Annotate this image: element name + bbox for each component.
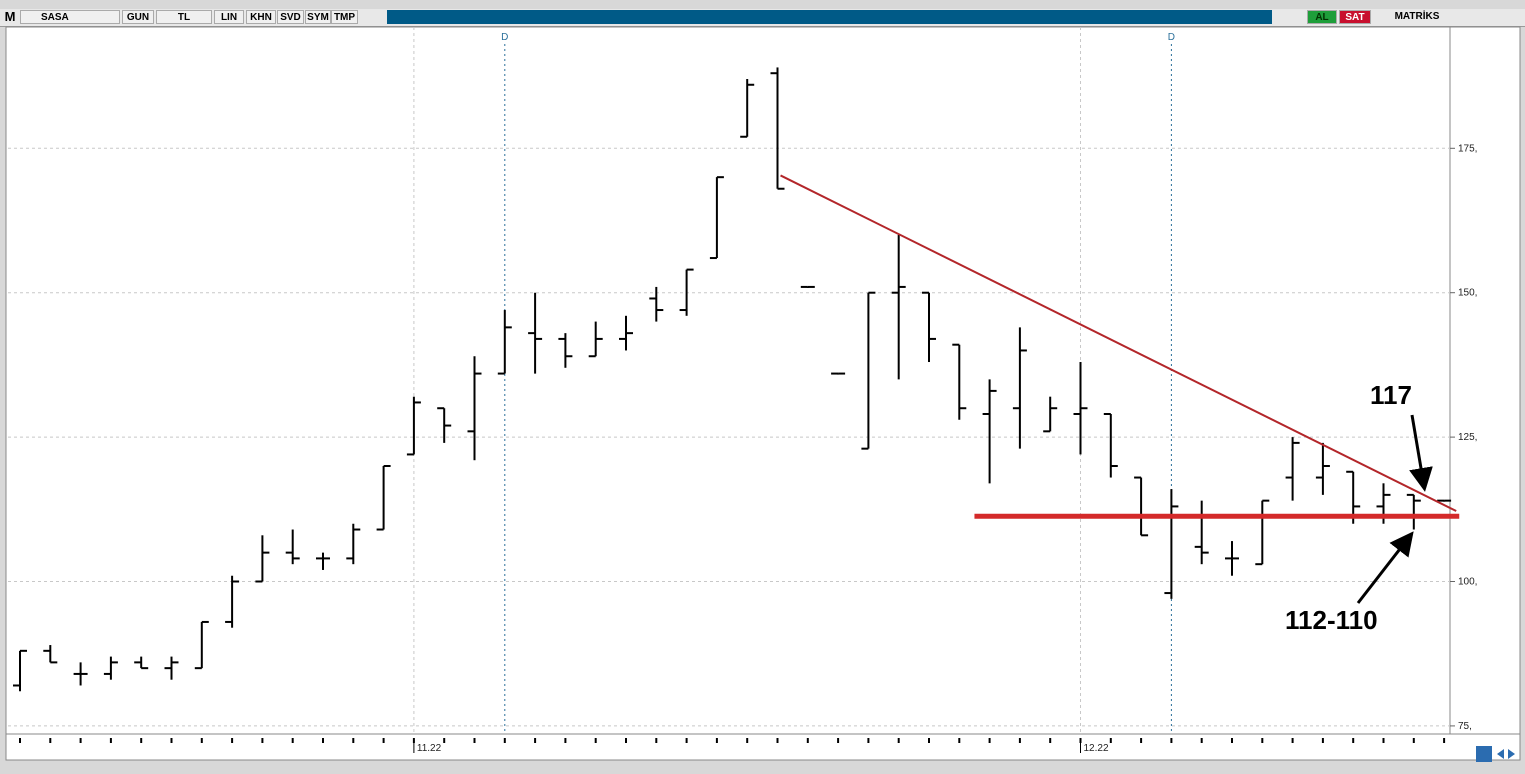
buy-button[interactable]: AL: [1307, 10, 1337, 24]
sell-button[interactable]: SAT: [1339, 10, 1371, 24]
refresh-button[interactable]: [1476, 746, 1492, 762]
x-tick-label: 11.22: [417, 743, 442, 754]
toolbar-button[interactable]: TMP: [331, 10, 358, 24]
y-tick-label: 125,: [1458, 432, 1477, 443]
y-tick-label: 75,: [1458, 721, 1472, 732]
toolbar-button[interactable]: SYM: [305, 10, 331, 24]
x-axis-area: [5, 733, 1521, 761]
annotation: 117: [1370, 380, 1412, 410]
toolbar-button[interactable]: KHN: [246, 10, 276, 24]
annotation: 112-110: [1285, 605, 1378, 635]
toolbar-button[interactable]: SVD: [277, 10, 304, 24]
toolbar-button[interactable]: GUN: [122, 10, 154, 24]
y-tick-label: 100,: [1458, 577, 1477, 588]
x-tick-label: 12.22: [1084, 743, 1109, 754]
event-marker-label: D: [1168, 32, 1175, 43]
scroll-right[interactable]: [1508, 749, 1515, 759]
annotation-arrow: [1356, 531, 1414, 604]
plot-background: [5, 26, 1521, 735]
toolbar-button[interactable]: LIN: [214, 10, 244, 24]
brand: MATRİKS: [1373, 10, 1461, 24]
trend-line: [780, 174, 1457, 512]
annotation-arrow: [1409, 414, 1433, 492]
y-tick-label: 175,: [1458, 143, 1477, 154]
event-marker-label: D: [501, 32, 508, 43]
y-tick-label: 150,: [1458, 288, 1477, 299]
mode-button[interactable]: M: [4, 9, 16, 24]
toolbar-strip: [387, 10, 1272, 24]
symbol-box[interactable]: SASA: [20, 10, 120, 24]
toolbar-button[interactable]: TL: [156, 10, 212, 24]
toolbar: M SASA GUN TL LIN KHN SVD SYM TMP AL SAT…: [0, 9, 1525, 27]
scroll-left[interactable]: [1497, 749, 1504, 759]
